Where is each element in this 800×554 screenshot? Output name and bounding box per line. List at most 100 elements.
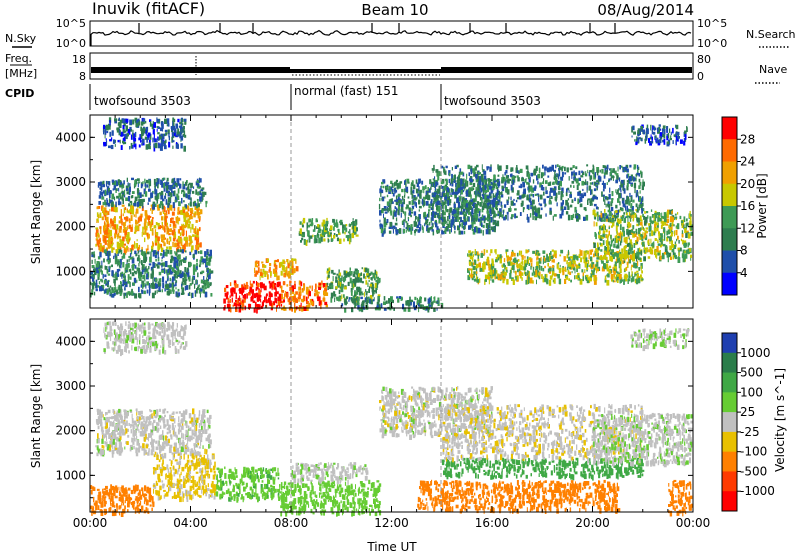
- scatter-point: [274, 297, 277, 303]
- scatter-point: [141, 249, 143, 255]
- scatter-point: [173, 228, 176, 235]
- scatter-point: [97, 271, 100, 277]
- scatter-point: [558, 174, 560, 180]
- scatter-point: [542, 267, 545, 272]
- scatter-point: [460, 207, 462, 212]
- scatter-point: [192, 269, 196, 275]
- scatter-point: [547, 262, 549, 267]
- scatter-point: [682, 249, 686, 254]
- scatter-point: [153, 225, 157, 229]
- scatter-point: [153, 134, 155, 141]
- scatter-point: [178, 125, 182, 128]
- scatter-point: [109, 291, 112, 297]
- scatter-point: [122, 253, 126, 259]
- scatter-point: [146, 184, 149, 188]
- scatter-point: [246, 281, 248, 288]
- scatter-point: [621, 253, 624, 259]
- scatter-point: [184, 276, 187, 280]
- scatter-point: [189, 262, 192, 267]
- scatter-point: [197, 285, 199, 289]
- scatter-point: [401, 202, 404, 207]
- scatter-point: [152, 242, 154, 247]
- scatter-point: [482, 202, 485, 209]
- scatter-point: [589, 170, 592, 173]
- scatter-point: [485, 198, 488, 203]
- scatter-point: [438, 218, 441, 224]
- scatter-point: [110, 219, 113, 224]
- scatter-point: [102, 205, 104, 209]
- scatter-point: [136, 201, 139, 207]
- scatter-point: [506, 211, 509, 215]
- scatter-point: [263, 270, 267, 275]
- scatter-point: [161, 262, 164, 266]
- scatter-point: [143, 284, 145, 288]
- scatter-point: [424, 222, 428, 225]
- scatter-point: [584, 173, 588, 177]
- scatter-point: [526, 214, 528, 220]
- scatter-point: [131, 288, 133, 292]
- scatter-point: [198, 243, 200, 248]
- scatter-point: [624, 268, 626, 272]
- scatter-point: [249, 280, 251, 286]
- scatter-point: [239, 295, 241, 301]
- scatter-point: [506, 253, 507, 258]
- scatter-point: [136, 257, 140, 261]
- scatter-point: [167, 273, 169, 276]
- scatter-point: [445, 190, 448, 195]
- scatter-point: [567, 205, 570, 210]
- scatter-point: [457, 179, 461, 182]
- scatter-point: [354, 278, 357, 282]
- scatter-point: [625, 266, 628, 271]
- scatter-point: [628, 259, 631, 264]
- scatter-point: [410, 190, 413, 195]
- scatter-point: [294, 280, 296, 285]
- scatter-point: [176, 271, 180, 275]
- scatter-point: [97, 184, 100, 188]
- scatter-point: [182, 209, 185, 213]
- scatter-point: [424, 223, 426, 227]
- scatter-point: [148, 179, 150, 185]
- scatter-point: [462, 200, 466, 205]
- scatter-point: [117, 251, 120, 254]
- scatter-point: [415, 221, 418, 227]
- scatter-point: [488, 266, 490, 271]
- scatter-point: [110, 230, 112, 234]
- scatter-point: [567, 249, 569, 256]
- scatter-point: [264, 296, 266, 303]
- scatter-point: [103, 280, 107, 284]
- scatter-point: [460, 189, 463, 195]
- scatter-point: [154, 278, 158, 282]
- scatter-point: [205, 202, 207, 208]
- scatter-point: [419, 194, 422, 199]
- scatter-point: [637, 260, 639, 266]
- scatter-point: [554, 171, 556, 175]
- scatter-point: [161, 265, 163, 268]
- scatter-point: [484, 274, 487, 281]
- scatter-point: [496, 179, 499, 183]
- scatter-point: [324, 287, 327, 292]
- scatter-point: [97, 234, 100, 238]
- scatter-point: [255, 304, 258, 307]
- noise-right-tick-top: 10^5: [697, 17, 727, 30]
- scatter-point: [526, 181, 529, 185]
- scatter-point: [666, 218, 670, 223]
- scatter-point: [641, 208, 643, 214]
- scatter-point: [152, 228, 154, 231]
- scatter-point: [644, 220, 647, 226]
- scatter-point: [468, 187, 472, 192]
- scatter-point: [133, 214, 136, 217]
- scatter-point: [92, 277, 94, 282]
- scatter-point: [641, 185, 644, 191]
- scatter-point: [146, 289, 149, 294]
- scatter-point: [156, 125, 158, 129]
- scatter-point: [196, 258, 198, 262]
- scatter-point: [179, 249, 182, 253]
- scatter-point: [396, 198, 399, 203]
- scatter-point: [329, 283, 332, 289]
- scatter-point: [486, 249, 488, 253]
- scatter-point: [522, 265, 524, 271]
- scatter-point: [147, 233, 150, 239]
- scatter-point: [492, 222, 495, 225]
- scatter-point: [160, 193, 162, 196]
- scatter-point: [626, 173, 630, 178]
